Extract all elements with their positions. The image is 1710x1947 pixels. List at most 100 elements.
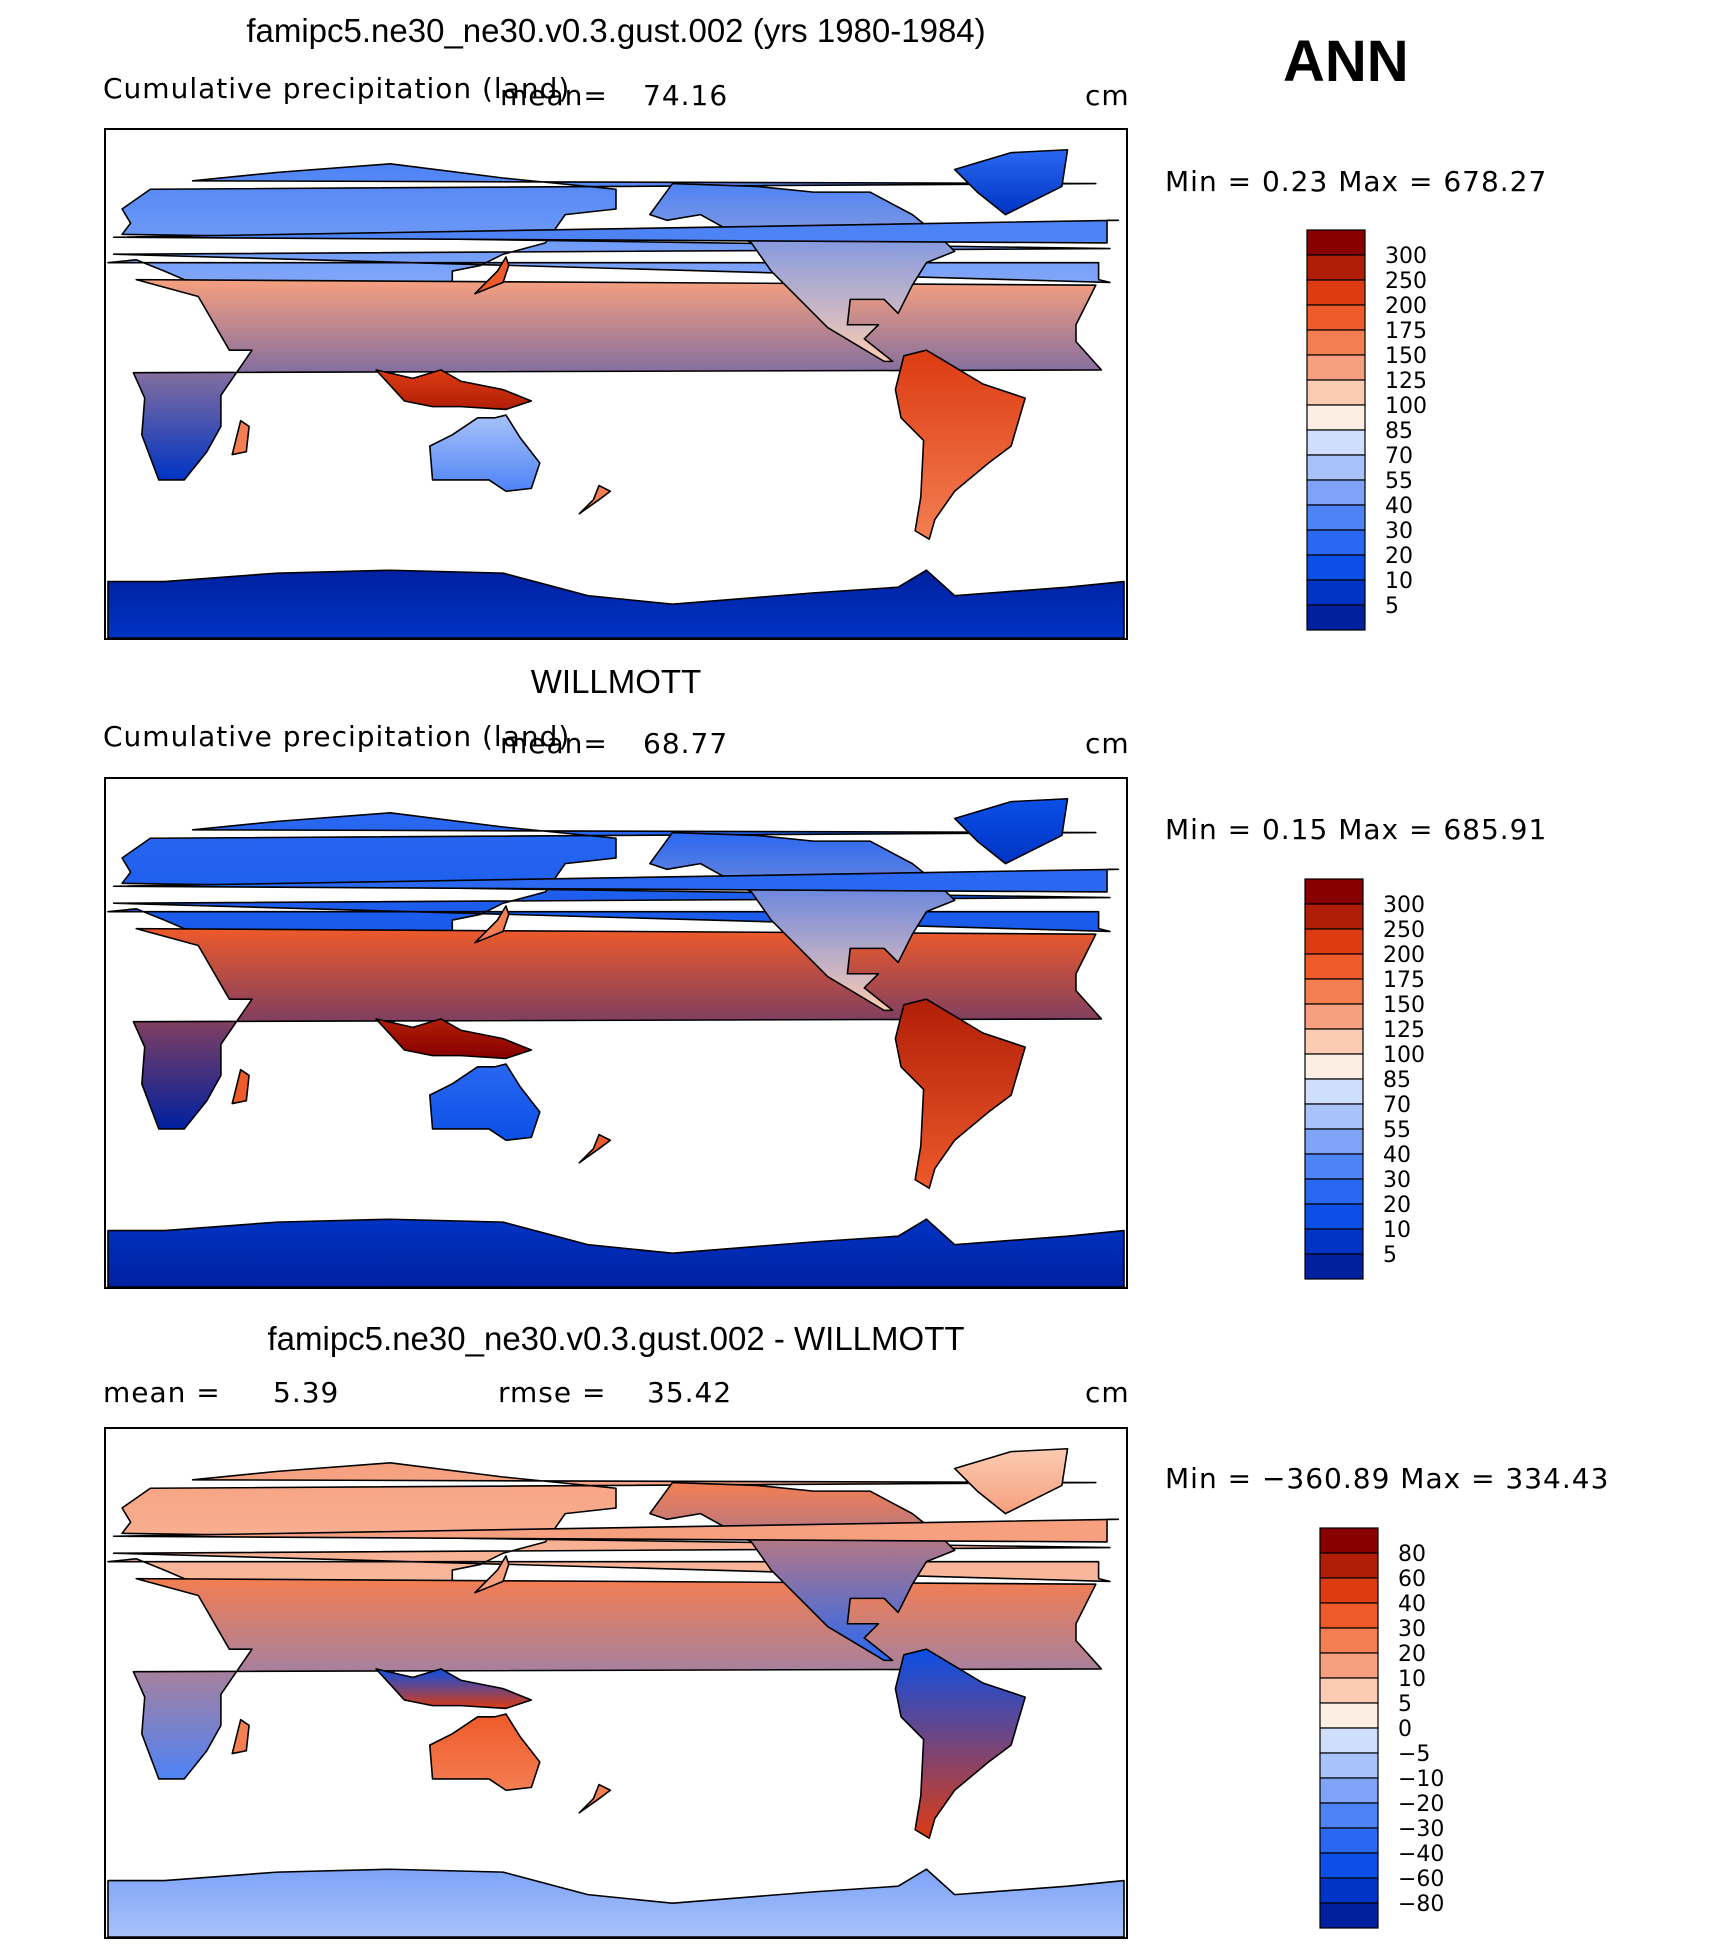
- panel-1-title: famipc5.ne30_ne30.v0.3.gust.002 (yrs 198…: [246, 12, 986, 49]
- land-samerica: [894, 998, 1026, 1189]
- land-madagascar: [231, 1718, 250, 1755]
- panel-2-map: [104, 777, 1128, 1289]
- panel-3-colorbar: 80 60 40 30 20 10 5 0 −5 −10 −20 −30 −40 −60 −80: [1318, 1526, 1478, 1932]
- land-uk: [112, 219, 1120, 244]
- colorbar-label: −40: [1398, 1842, 1444, 1867]
- panel-3-title: famipc5.ne30_ne30.v0.3.gust.002 - WILLMO…: [267, 1320, 965, 1357]
- panel-2-mean-value: 68.77: [643, 727, 729, 760]
- colorbar-swatch: [1319, 1802, 1379, 1829]
- colorbar-label: 20: [1398, 1642, 1426, 1667]
- colorbar-label: 250: [1385, 269, 1427, 294]
- colorbar-label: 100: [1385, 394, 1427, 419]
- colorbar-swatch: [1319, 1527, 1379, 1554]
- colorbar-swatch: [1306, 254, 1366, 281]
- colorbar-label: 70: [1383, 1093, 1411, 1118]
- colorbar-label: 300: [1383, 893, 1425, 918]
- land-antarctica: [107, 569, 1125, 638]
- colorbar-label: 85: [1383, 1068, 1411, 1093]
- land-madagascar: [231, 1068, 250, 1105]
- colorbar-label: 175: [1385, 319, 1427, 344]
- colorbar-label: 40: [1398, 1592, 1426, 1617]
- panel-3-units: cm: [1085, 1376, 1130, 1409]
- colorbar-swatch: [1306, 429, 1366, 456]
- panel-3-map-svg: [107, 1447, 1125, 1937]
- land-indonesia: [375, 1668, 533, 1710]
- land-japan: [474, 256, 510, 295]
- colorbar-swatch: [1304, 1228, 1364, 1255]
- colorbar-swatch: [1306, 529, 1366, 556]
- land-uk: [112, 868, 1120, 893]
- colorbar-label: 125: [1385, 369, 1427, 394]
- land-australia: [428, 1063, 541, 1142]
- land-indonesia: [375, 369, 533, 411]
- colorbar-swatch: [1304, 1153, 1364, 1180]
- panel-1-mean-value: 74.16: [643, 79, 729, 112]
- land-greenland: [953, 797, 1069, 865]
- colorbar-label: 150: [1385, 344, 1427, 369]
- colorbar-swatch: [1306, 229, 1366, 256]
- colorbar-label: 40: [1385, 494, 1413, 519]
- colorbar-label: 55: [1383, 1118, 1411, 1143]
- colorbar-swatch: [1306, 479, 1366, 506]
- panel-2-colorbar: 300 250 200 175 150 125 100 85 70 55 40 30 20 10 5: [1303, 877, 1463, 1283]
- colorbar-label: 5: [1383, 1243, 1397, 1268]
- land-samerica: [894, 349, 1026, 540]
- colorbar-label: 20: [1383, 1193, 1411, 1218]
- panel-2-field-label: Cumulative precipitation (land): [103, 720, 571, 753]
- land-japan: [474, 1555, 510, 1594]
- colorbar-swatch: [1319, 1602, 1379, 1629]
- colorbar-label: 55: [1385, 469, 1413, 494]
- land-greenland: [953, 148, 1069, 216]
- colorbar-label: −5: [1398, 1742, 1430, 1767]
- colorbar-swatch: [1319, 1702, 1379, 1729]
- colorbar-swatch: [1304, 1253, 1364, 1280]
- colorbar-label: 30: [1383, 1168, 1411, 1193]
- colorbar-label: 10: [1383, 1218, 1411, 1243]
- colorbar-label: 5: [1385, 594, 1399, 619]
- panel-2-title: WILLMOTT: [530, 663, 702, 700]
- colorbar-label: 10: [1398, 1667, 1426, 1692]
- land-nz: [578, 484, 612, 515]
- panel-2-units: cm: [1085, 727, 1130, 760]
- colorbar-swatch: [1306, 304, 1366, 331]
- land-indonesia: [375, 1018, 533, 1060]
- colorbar-swatch: [1304, 928, 1364, 955]
- colorbar-label: 30: [1385, 519, 1413, 544]
- colorbar-swatch: [1319, 1902, 1379, 1929]
- panel-3-mean-value: 5.39: [273, 1376, 340, 1409]
- colorbar-swatch: [1304, 1178, 1364, 1205]
- colorbar-label: 200: [1383, 943, 1425, 968]
- colorbar-label: 10: [1385, 569, 1413, 594]
- colorbar-swatch: [1306, 579, 1366, 606]
- colorbar-label: 80: [1398, 1542, 1426, 1567]
- colorbar-swatch: [1304, 1003, 1364, 1030]
- colorbar-swatch: [1319, 1727, 1379, 1754]
- land-uk: [112, 1518, 1120, 1543]
- colorbar-swatch: [1306, 354, 1366, 381]
- land-nz: [578, 1133, 612, 1164]
- colorbar-label: 100: [1383, 1043, 1425, 1068]
- colorbar-label: 175: [1383, 968, 1425, 993]
- colorbar-swatch: [1306, 404, 1366, 431]
- colorbar-swatch: [1304, 1103, 1364, 1130]
- colorbar-swatch: [1304, 953, 1364, 980]
- colorbar-label: −60: [1398, 1867, 1444, 1892]
- land-australia: [428, 414, 541, 493]
- colorbar-swatch: [1306, 279, 1366, 306]
- colorbar-label: −80: [1398, 1892, 1444, 1917]
- colorbar-label: 125: [1383, 1018, 1425, 1043]
- colorbar-label: 60: [1398, 1567, 1426, 1592]
- colorbar-swatch: [1319, 1827, 1379, 1854]
- land-antarctica: [107, 1868, 1125, 1937]
- panel-1-mean-label: mean=: [500, 79, 608, 112]
- colorbar-swatch: [1304, 1028, 1364, 1055]
- colorbar-swatch: [1319, 1777, 1379, 1804]
- colorbar-label: 300: [1385, 244, 1427, 269]
- colorbar-swatch: [1319, 1752, 1379, 1779]
- colorbar-swatch: [1319, 1552, 1379, 1579]
- colorbar-swatch: [1304, 878, 1364, 905]
- colorbar-swatch: [1306, 504, 1366, 531]
- colorbar-label: 250: [1383, 918, 1425, 943]
- colorbar-label: 150: [1383, 993, 1425, 1018]
